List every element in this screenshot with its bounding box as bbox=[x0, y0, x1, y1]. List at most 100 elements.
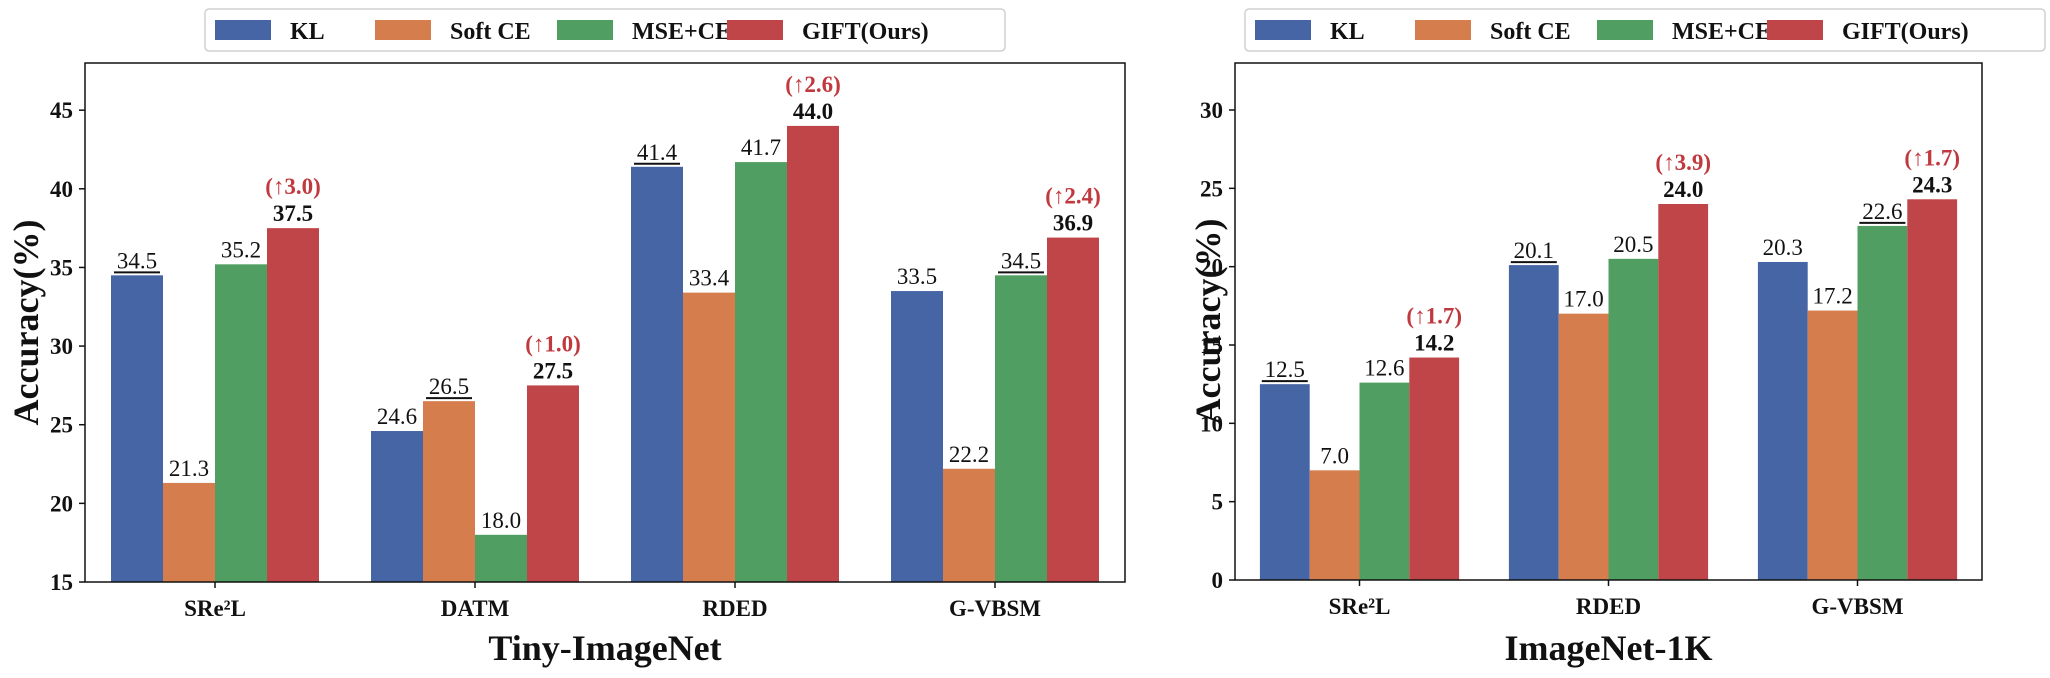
y-tick-label: 0 bbox=[1212, 568, 1224, 593]
bar bbox=[527, 385, 579, 582]
improvement-label: (↑2.6) bbox=[785, 72, 841, 97]
y-tick-label: 20 bbox=[1200, 255, 1223, 280]
bar bbox=[735, 162, 787, 582]
improvement-label: (↑3.0) bbox=[265, 174, 321, 199]
y-tick-label: 20 bbox=[50, 491, 73, 516]
bar bbox=[1558, 313, 1609, 580]
improvement-label: (↑1.7) bbox=[1406, 304, 1462, 329]
plot-frame bbox=[84, 62, 1126, 583]
bar bbox=[423, 401, 475, 582]
data-label: 24.0 bbox=[1663, 177, 1703, 202]
bar bbox=[943, 468, 995, 582]
y-axis-label: Accuracy(%) bbox=[6, 220, 46, 426]
bar bbox=[1907, 199, 1958, 581]
data-label: 27.5 bbox=[533, 358, 573, 383]
data-label: 24.3 bbox=[1912, 172, 1952, 197]
legend-swatch-4 bbox=[727, 20, 783, 40]
data-label: 41.4 bbox=[637, 140, 678, 165]
data-label: 26.5 bbox=[429, 374, 469, 399]
y-tick-label: 30 bbox=[50, 334, 73, 359]
data-label: 36.9 bbox=[1053, 211, 1093, 236]
improvement-label: (↑1.0) bbox=[525, 331, 581, 356]
x-tick-label: RDED bbox=[702, 596, 767, 621]
plot-frame bbox=[1234, 62, 1983, 581]
bar bbox=[1259, 384, 1310, 580]
improvement-label: (↑2.4) bbox=[1045, 184, 1101, 209]
y-tick-label: 25 bbox=[1200, 176, 1223, 201]
legend-label-4: GIFT(Ours) bbox=[1842, 19, 1969, 45]
bar bbox=[1047, 237, 1099, 582]
data-label: 17.0 bbox=[1563, 287, 1603, 312]
improvement-label: (↑3.9) bbox=[1655, 150, 1711, 175]
x-tick-label: SRe²L bbox=[184, 596, 246, 621]
data-label: 22.6 bbox=[1862, 199, 1902, 224]
bar bbox=[163, 482, 215, 582]
y-tick-label: 15 bbox=[1200, 333, 1223, 358]
bar bbox=[1757, 261, 1808, 580]
y-tick-label: 15 bbox=[50, 570, 73, 595]
chart-imagenet-1k: KL Soft CE MSE+CE GIFT(Ours) 12.5 7.0 12.6 14.2… bbox=[1188, 8, 2046, 668]
x-axis-label: Tiny-ImageNet bbox=[488, 628, 721, 668]
bar bbox=[1508, 265, 1559, 580]
bar bbox=[267, 228, 319, 583]
y-tick-label: 25 bbox=[50, 413, 73, 438]
x-tick-label: SRe²L bbox=[1329, 594, 1391, 619]
improvement-label: (↑1.7) bbox=[1904, 145, 1960, 170]
data-label: 34.5 bbox=[117, 248, 157, 273]
legend-swatch-3 bbox=[1597, 20, 1653, 40]
legend-swatch-1 bbox=[1255, 20, 1311, 40]
data-label: 35.2 bbox=[221, 237, 261, 262]
legend-swatch-3 bbox=[557, 20, 613, 40]
y-tick-label: 35 bbox=[50, 255, 73, 280]
data-label: 33.5 bbox=[897, 264, 937, 289]
x-axis-label: ImageNet-1K bbox=[1505, 628, 1713, 668]
y-tick-label: 5 bbox=[1212, 490, 1224, 515]
bar bbox=[215, 264, 267, 582]
x-tick-label: G-VBSM bbox=[949, 596, 1041, 621]
data-label: 34.5 bbox=[1001, 248, 1041, 273]
legend-swatch-4 bbox=[1767, 20, 1823, 40]
data-label: 20.1 bbox=[1514, 238, 1554, 263]
bar bbox=[371, 431, 423, 582]
data-label: 20.5 bbox=[1613, 232, 1653, 257]
data-label: 14.2 bbox=[1414, 331, 1454, 356]
x-tick-label: G-VBSM bbox=[1812, 594, 1904, 619]
x-tick-label: RDED bbox=[1576, 594, 1641, 619]
data-label: 41.7 bbox=[741, 135, 781, 160]
y-tick-label: 45 bbox=[50, 98, 73, 123]
bar bbox=[1409, 357, 1460, 580]
data-label: 24.6 bbox=[377, 404, 417, 429]
bar bbox=[1309, 470, 1360, 580]
bar bbox=[1857, 225, 1908, 580]
data-label: 17.2 bbox=[1812, 284, 1852, 309]
data-label: 22.2 bbox=[949, 442, 989, 467]
data-label: 21.3 bbox=[169, 456, 209, 481]
bar bbox=[1359, 382, 1410, 580]
y-tick-label: 40 bbox=[50, 177, 73, 202]
legend-swatch-2 bbox=[375, 20, 431, 40]
bar bbox=[631, 166, 683, 583]
bar bbox=[111, 275, 163, 582]
bar bbox=[1658, 204, 1709, 580]
legend-label-3: MSE+CE bbox=[1672, 19, 1771, 45]
legend-label-4: GIFT(Ours) bbox=[802, 19, 929, 45]
data-label: 20.3 bbox=[1763, 235, 1803, 260]
y-axis-label: Accuracy(%) bbox=[1188, 219, 1228, 425]
legend-label-2: Soft CE bbox=[450, 19, 531, 45]
legend-label-3: MSE+CE bbox=[632, 19, 731, 45]
legend-label-1: KL bbox=[1330, 19, 1365, 45]
legend-swatch-2 bbox=[1415, 20, 1471, 40]
bar bbox=[787, 125, 839, 582]
data-label: 37.5 bbox=[273, 201, 313, 226]
bar bbox=[475, 534, 527, 582]
data-label: 12.5 bbox=[1265, 357, 1305, 382]
bar bbox=[995, 275, 1047, 582]
legend-swatch-1 bbox=[215, 20, 271, 40]
data-label: 18.0 bbox=[481, 508, 521, 533]
bar bbox=[1807, 310, 1858, 580]
data-label: 7.0 bbox=[1320, 443, 1349, 468]
bar bbox=[683, 292, 735, 582]
y-tick-label: 10 bbox=[1200, 411, 1223, 436]
bar bbox=[1608, 258, 1659, 580]
